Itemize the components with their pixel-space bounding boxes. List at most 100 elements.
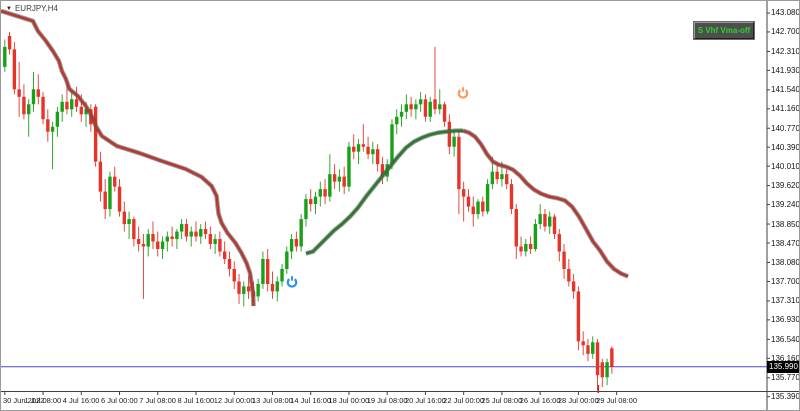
candle	[294, 239, 299, 247]
price-axis-label: 141.930	[771, 65, 800, 75]
candle	[84, 109, 88, 115]
candle	[31, 89, 36, 105]
candle	[552, 216, 557, 235]
candle	[471, 206, 475, 215]
candle	[342, 176, 346, 187]
candle	[323, 189, 327, 197]
candle	[208, 234, 213, 245]
indicator-toggle-button[interactable]: S Vhf Vma-off	[694, 22, 754, 39]
time-axis-label: 28 Jul 00:00	[557, 396, 599, 405]
candles-layer	[3, 31, 614, 391]
candle	[524, 244, 528, 252]
candle	[160, 241, 165, 250]
candle	[218, 239, 222, 252]
candle	[36, 89, 40, 97]
candle	[122, 211, 126, 225]
candle	[65, 101, 69, 110]
candle	[270, 283, 275, 292]
candle	[199, 229, 203, 237]
price-axis-label: 140.010	[771, 161, 800, 171]
price-axis-label: 136.160	[771, 353, 800, 363]
candle	[304, 199, 308, 220]
candle	[227, 258, 232, 269]
candle	[179, 224, 184, 232]
candle	[495, 171, 499, 180]
sell-signal-icon	[457, 87, 469, 99]
candle	[576, 291, 581, 342]
candle	[433, 99, 437, 110]
time-axis-label: 7 Jul 08:00	[139, 396, 176, 405]
candle	[136, 239, 141, 245]
candle	[610, 348, 614, 367]
candle	[50, 126, 55, 132]
candle	[12, 49, 17, 90]
candle	[289, 239, 294, 252]
candle	[438, 104, 442, 110]
candle	[452, 136, 456, 147]
candle	[141, 244, 146, 247]
candle	[509, 184, 514, 210]
candle	[93, 106, 98, 162]
candle	[213, 239, 217, 245]
candle	[46, 119, 50, 132]
price-axis-label: 139.620	[771, 181, 800, 191]
candle	[562, 251, 566, 269]
price-axis-label: 136.930	[771, 315, 800, 325]
candle	[490, 171, 495, 185]
candle	[146, 234, 150, 247]
candle	[409, 104, 413, 110]
candle	[519, 246, 523, 252]
time-axis-label: 4 Jul 16:00	[62, 396, 100, 405]
time-axis-label: 19 Jul 08:00	[366, 396, 408, 405]
candle	[165, 236, 170, 242]
price-axis-label: 135.390	[771, 392, 800, 402]
candle	[156, 241, 160, 250]
candle	[309, 199, 313, 205]
candle	[17, 89, 21, 97]
candle	[500, 174, 504, 180]
candle	[600, 362, 604, 378]
candle	[175, 231, 179, 240]
candle	[399, 111, 404, 117]
candle	[548, 216, 552, 227]
candle	[356, 144, 361, 152]
candle	[275, 281, 279, 292]
time-axis-label: 26 Jul 16:00	[519, 396, 561, 405]
candle	[151, 234, 155, 242]
candle	[108, 176, 112, 210]
symbol-period-label: ▼ EURJPY,H4	[6, 4, 58, 13]
time-axis-label: 20 Jul 16:00	[404, 396, 446, 405]
candle	[22, 96, 26, 115]
candle	[447, 121, 452, 147]
price-axis-label: 138.080	[771, 257, 800, 267]
candle	[414, 104, 418, 110]
candle	[79, 106, 83, 115]
candle	[395, 116, 399, 125]
candle	[117, 186, 122, 212]
candle	[299, 219, 303, 247]
candle	[232, 268, 236, 282]
candle	[428, 101, 432, 117]
candle	[280, 268, 284, 282]
candle	[194, 231, 198, 237]
candle	[170, 236, 174, 240]
candle	[313, 196, 318, 205]
price-axis-label: 140.770	[771, 123, 800, 133]
candle	[375, 149, 380, 165]
candle	[557, 234, 561, 252]
candle	[246, 286, 251, 292]
candle	[571, 281, 576, 292]
candle	[481, 201, 485, 212]
time-axis-label: 13 Jul 08:00	[251, 396, 293, 405]
price-axis-label: 140.390	[771, 142, 800, 152]
chevron-down-icon[interactable]: ▼	[6, 5, 12, 12]
candle	[184, 224, 189, 237]
candle	[127, 219, 131, 225]
candle	[337, 176, 342, 182]
price-axis-label: 135.770	[771, 373, 800, 383]
candle	[7, 35, 12, 50]
time-axis-label: 18 Jul 00:00	[328, 396, 370, 405]
time-axis-label: 30 Jun 2022	[3, 396, 45, 405]
